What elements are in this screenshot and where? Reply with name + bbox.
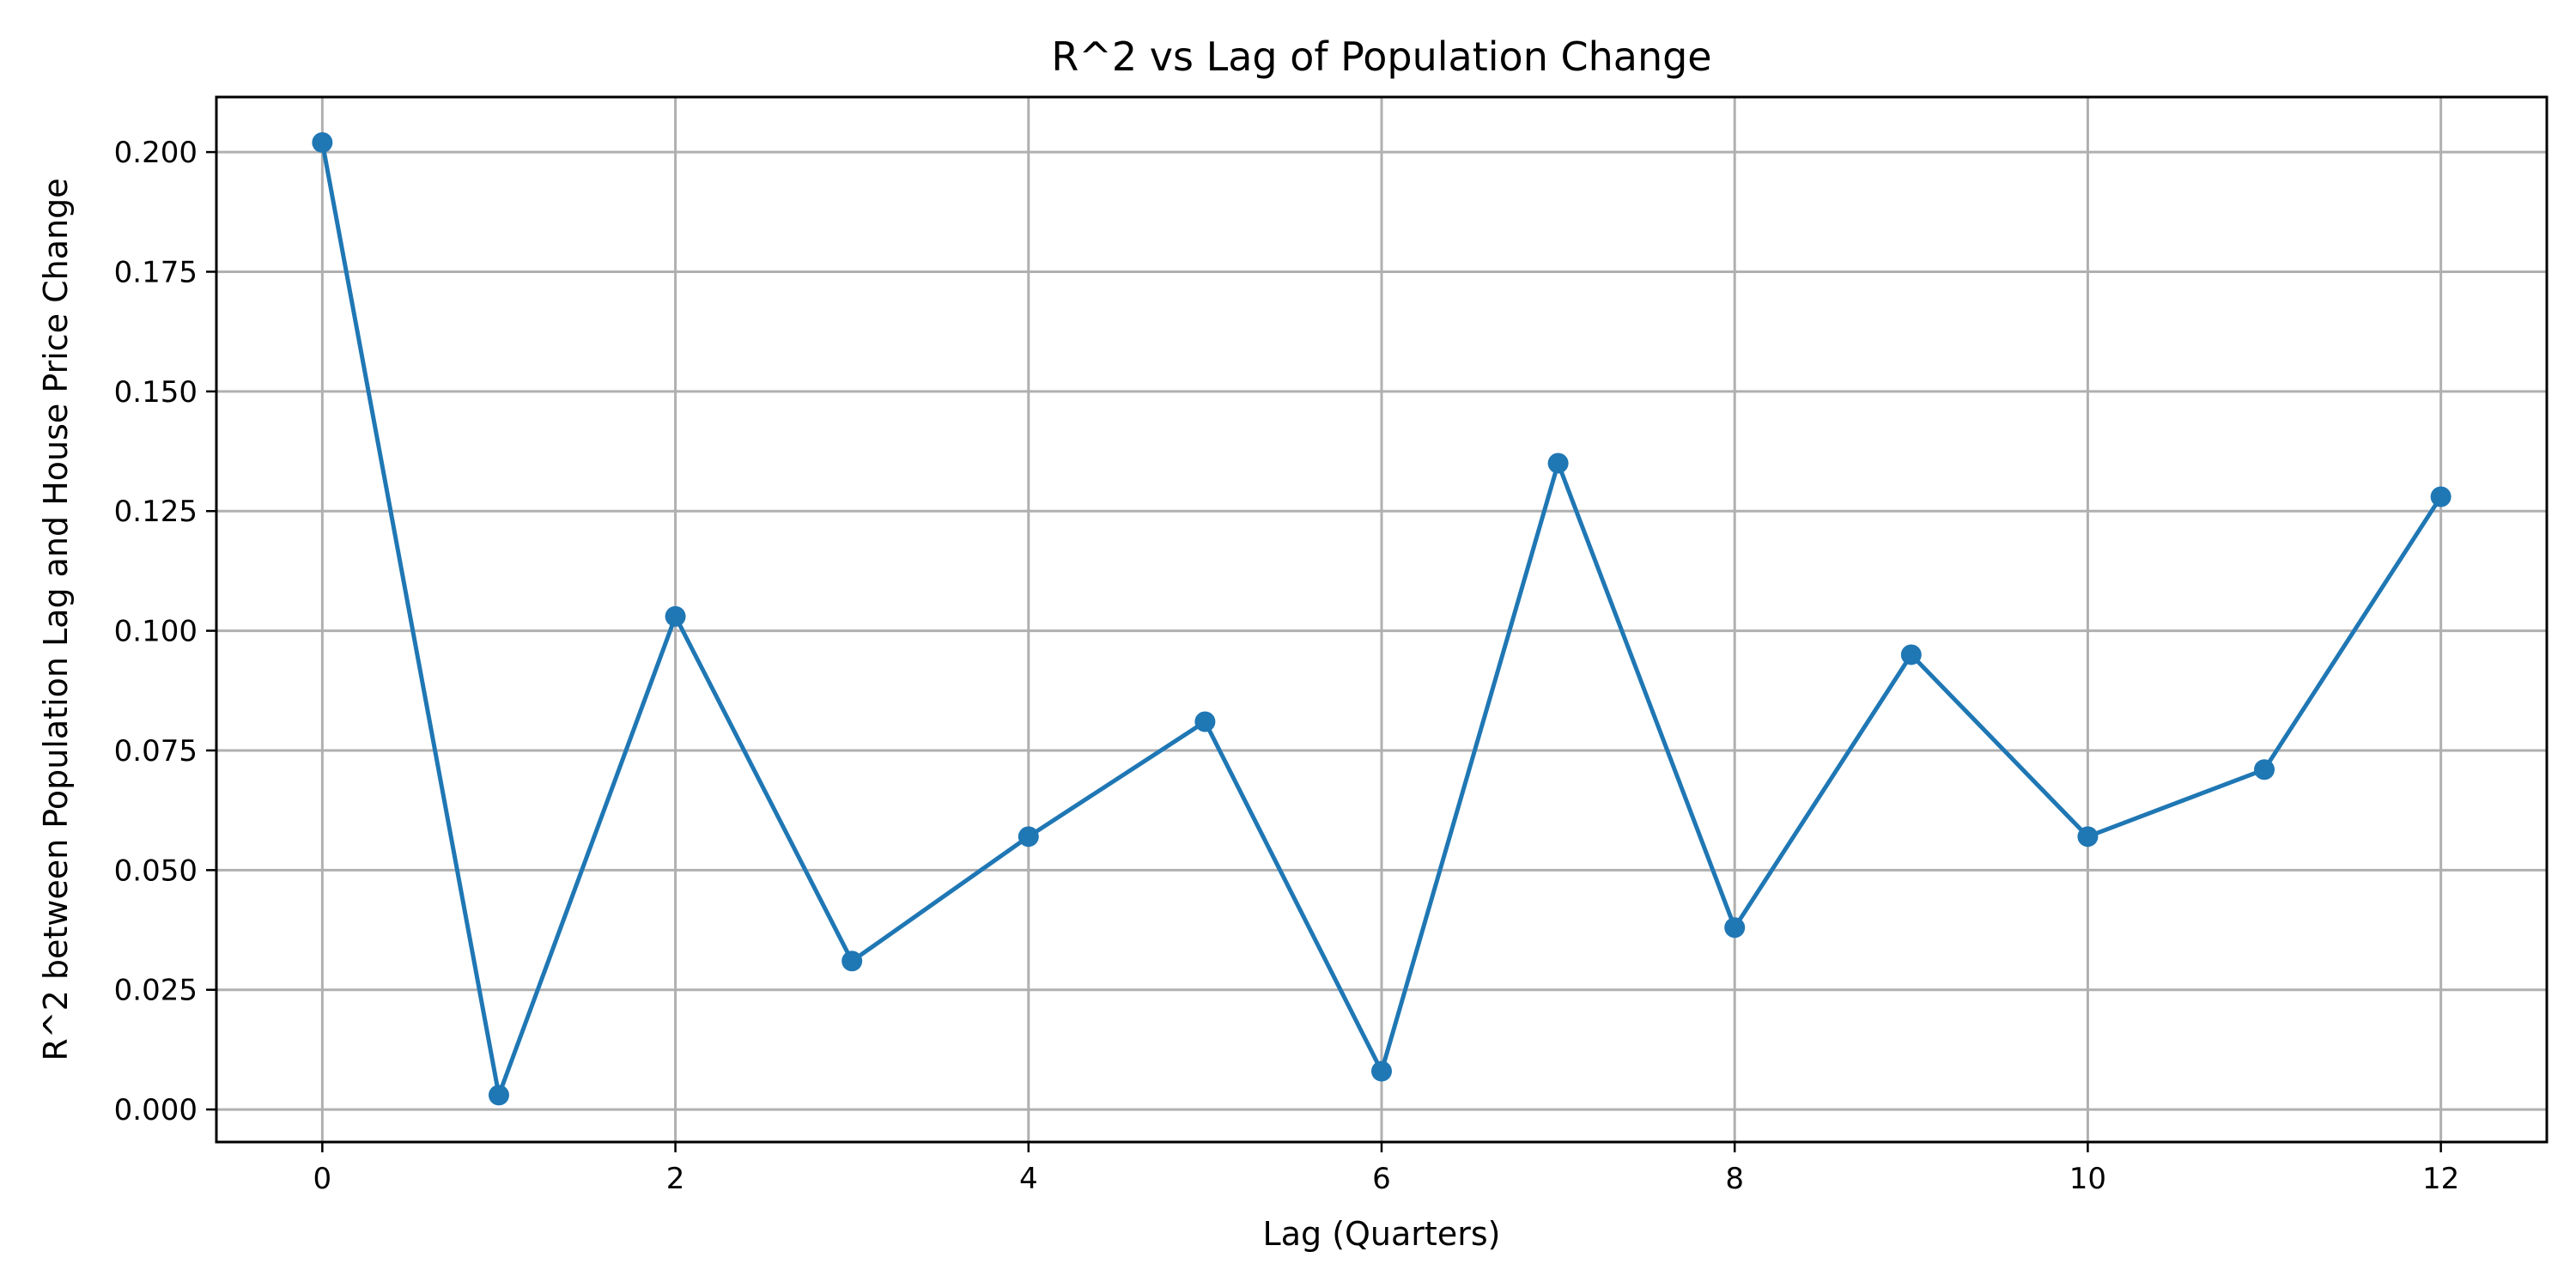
y-axis-label: R^2 between Population Lag and House Pri… (37, 178, 75, 1060)
data-point (2254, 759, 2275, 781)
data-point (665, 605, 686, 627)
x-axis-label: Lag (Quarters) (1263, 1215, 1501, 1253)
chart-title: R^2 vs Lag of Population Change (1051, 33, 1711, 80)
y-tick-label: 0.125 (114, 495, 197, 529)
data-point (312, 131, 333, 153)
x-tick-label: 12 (2422, 1162, 2459, 1196)
x-tick-label: 10 (2069, 1162, 2106, 1196)
data-point (1194, 711, 1216, 732)
data-point (841, 951, 863, 972)
data-point (1371, 1060, 1392, 1082)
x-tick-label: 2 (666, 1162, 685, 1196)
y-tick-label: 0.175 (114, 255, 197, 289)
series-layer (312, 131, 2451, 1106)
x-tick-label: 0 (313, 1162, 332, 1196)
data-point (1018, 826, 1039, 848)
data-point (1547, 453, 1569, 474)
x-tick-label: 4 (1019, 1162, 1038, 1196)
data-point (2430, 486, 2451, 507)
y-tick-label: 0.075 (114, 734, 197, 769)
plot-frame (215, 95, 2549, 1144)
y-tick-label: 0.000 (114, 1093, 197, 1127)
data-point (1724, 917, 1746, 939)
x-tick-label: 8 (1725, 1162, 1744, 1196)
ticks-layer: 0 2 4 6 8 10 12 0.000 0.025 0.050 0.075 0.100 0.125 0… (114, 136, 2460, 1196)
y-tick-label: 0.025 (114, 974, 197, 1008)
grid-layer (216, 97, 2547, 1142)
y-tick-label: 0.100 (114, 615, 197, 649)
data-point (488, 1084, 509, 1106)
data-point (2077, 826, 2099, 848)
y-tick-label: 0.200 (114, 136, 197, 170)
x-tick-label: 6 (1372, 1162, 1391, 1196)
data-point (1900, 644, 1922, 665)
y-tick-label: 0.050 (114, 854, 197, 888)
y-tick-label: 0.150 (114, 375, 197, 410)
